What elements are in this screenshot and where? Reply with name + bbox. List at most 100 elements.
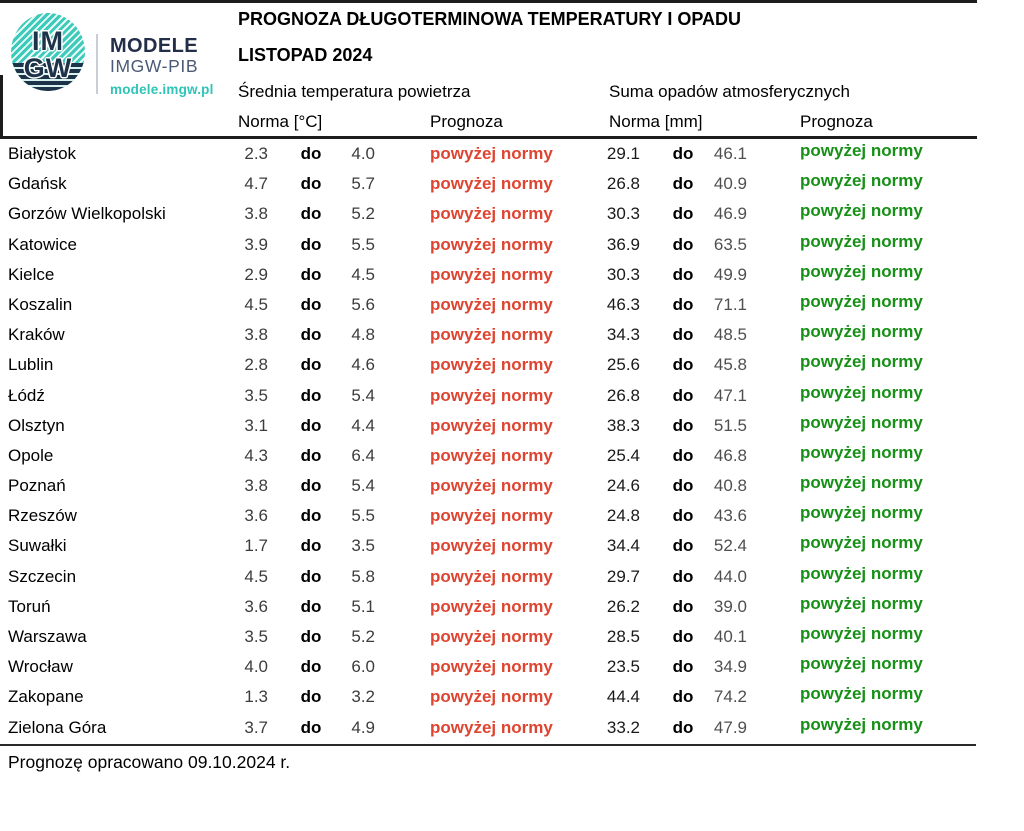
- precip-norm-max: 43.6: [713, 506, 747, 526]
- city-name: Warszawa: [8, 627, 87, 646]
- temp-norm-max: 4.5: [351, 264, 375, 284]
- precip-forecast-label: powyżej normy: [800, 684, 923, 704]
- city-name: Zakopane: [8, 687, 84, 707]
- column-header-temp-forecast: Prognoza: [430, 112, 503, 131]
- temp-norm-max: 5.4: [351, 385, 375, 405]
- precip-norm-min: 44.4: [606, 687, 640, 707]
- precip-range-word: do: [672, 596, 694, 616]
- city-name: Rzeszów: [8, 506, 77, 526]
- precip-norm-min: 24.6: [606, 476, 640, 496]
- table-row: Olsztyn 3.1 do 4.4 powyżej normy 38.3 do…: [0, 411, 1024, 441]
- temp-range-word: do: [300, 174, 322, 194]
- column-header-precip-forecast: Prognoza: [800, 112, 873, 131]
- precip-norm-min: 26.2: [606, 596, 640, 616]
- temp-range-word: do: [300, 385, 322, 405]
- precip-norm-max: 49.9: [713, 264, 747, 284]
- table-row: Łódź 3.5 do 5.4 powyżej normy 26.8 do 47…: [0, 381, 1024, 411]
- precip-forecast-label: powyżej normy: [800, 654, 923, 674]
- temp-norm-min: 3.8: [244, 476, 268, 496]
- precip-norm-min: 29.1: [606, 144, 640, 163]
- brand-url-link[interactable]: modele.imgw.pl: [110, 81, 214, 97]
- temp-range-word: do: [300, 596, 322, 616]
- temp-forecast-label: powyżej normy: [430, 687, 553, 707]
- city-name: Gdańsk: [8, 174, 67, 194]
- temp-norm-min: 3.9: [244, 234, 268, 254]
- precip-forecast-label: powyżej normy: [800, 442, 923, 462]
- precip-norm-min: 26.8: [606, 385, 640, 405]
- table-row: Katowice 3.9 do 5.5 powyżej normy 36.9 d…: [0, 230, 1024, 260]
- temp-forecast-label: powyżej normy: [430, 294, 553, 314]
- precip-range-word: do: [672, 445, 694, 465]
- temp-range-word: do: [300, 234, 322, 254]
- temp-norm-min: 1.3: [244, 687, 268, 707]
- precip-norm-min: 30.3: [606, 264, 640, 284]
- temp-norm-max: 5.8: [351, 566, 375, 586]
- precip-forecast-label: powyżej normy: [800, 322, 923, 342]
- precip-range-word: do: [672, 687, 694, 707]
- city-name: Kraków: [8, 325, 65, 345]
- city-name: Gorzów Wielkopolski: [8, 204, 166, 224]
- temp-norm-max: 5.2: [351, 204, 375, 224]
- page-subtitle-month: LISTOPAD 2024: [238, 45, 373, 65]
- temp-forecast-label: powyżej normy: [430, 325, 553, 345]
- temp-range-word: do: [300, 536, 322, 556]
- precip-range-word: do: [672, 385, 694, 405]
- precip-norm-min: 46.3: [606, 294, 640, 314]
- city-name: Katowice: [8, 234, 77, 254]
- temp-range-word: do: [300, 415, 322, 435]
- precip-range-word: do: [672, 415, 694, 435]
- precip-norm-min: 28.5: [606, 627, 640, 646]
- precip-norm-min: 26.8: [606, 174, 640, 194]
- precip-norm-max: 74.2: [713, 687, 747, 707]
- city-name: Wrocław: [8, 657, 73, 677]
- precip-norm-max: 46.1: [713, 144, 747, 163]
- table-row: Toruń 3.6 do 5.1 powyżej normy 26.2 do 3…: [0, 592, 1024, 622]
- precip-norm-min: 23.5: [606, 657, 640, 677]
- temp-norm-max: 3.2: [351, 687, 375, 707]
- page-title: PROGNOZA DŁUGOTERMINOWA TEMPERATURY I OP…: [238, 9, 741, 29]
- brand-name: MODELE: [110, 35, 198, 57]
- table-row: Poznań 3.8 do 5.4 powyżej normy 24.6 do …: [0, 471, 1024, 501]
- table-left-border-segment: [0, 75, 3, 137]
- precip-forecast-label: powyżej normy: [800, 201, 923, 221]
- precip-norm-min: 34.3: [606, 325, 640, 345]
- temp-range-word: do: [300, 204, 322, 224]
- precip-norm-max: 48.5: [713, 325, 747, 345]
- precip-forecast-label: powyżej normy: [800, 231, 923, 251]
- temp-forecast-label: powyżej normy: [430, 415, 553, 435]
- temp-range-word: do: [300, 355, 322, 375]
- temp-norm-max: 5.5: [351, 506, 375, 526]
- temp-range-word: do: [300, 627, 322, 646]
- precip-norm-min: 25.4: [606, 445, 640, 465]
- precip-norm-min: 36.9: [606, 234, 640, 254]
- temp-norm-max: 6.4: [351, 445, 375, 465]
- temp-range-word: do: [300, 264, 322, 284]
- precip-norm-max: 34.9: [713, 657, 747, 677]
- precip-norm-max: 40.9: [713, 174, 747, 194]
- table-row: Suwałki 1.7 do 3.5 powyżej normy 34.4 do…: [0, 531, 1024, 561]
- table-row: Zielona Góra 3.7 do 4.9 powyżej normy 33…: [0, 713, 1024, 743]
- precip-norm-max: 46.8: [713, 445, 747, 465]
- temp-range-word: do: [300, 445, 322, 465]
- header-separator-line: [0, 136, 977, 139]
- precip-range-word: do: [672, 234, 694, 254]
- temp-forecast-label: powyżej normy: [430, 476, 553, 496]
- city-name: Opole: [8, 445, 54, 465]
- table-row: Gdańsk 4.7 do 5.7 powyżej normy 26.8 do …: [0, 169, 1024, 199]
- temp-forecast-label: powyżej normy: [430, 596, 553, 616]
- temp-norm-min: 3.6: [244, 596, 268, 616]
- temp-norm-max: 4.4: [351, 415, 375, 435]
- temp-forecast-label: powyżej normy: [430, 627, 553, 646]
- precip-forecast-label: powyżej normy: [800, 714, 923, 734]
- precip-norm-max: 44.0: [713, 566, 747, 586]
- temp-range-word: do: [300, 657, 322, 677]
- column-group-precipitation: Suma opadów atmosferycznych: [609, 82, 850, 101]
- precip-norm-max: 46.9: [713, 204, 747, 224]
- table-row: Warszawa 3.5 do 5.2 powyżej normy 28.5 d…: [0, 622, 1024, 652]
- table-bottom-separator-line: [0, 744, 976, 746]
- column-header-precip-norm: Norma [mm]: [609, 112, 703, 131]
- precip-forecast-label: powyżej normy: [800, 141, 923, 160]
- precip-range-word: do: [672, 506, 694, 526]
- imgw-logo: IM GW MODELE IMGW-PIB modele.imgw.pl: [0, 0, 240, 110]
- precip-forecast-label: powyżej normy: [800, 171, 923, 191]
